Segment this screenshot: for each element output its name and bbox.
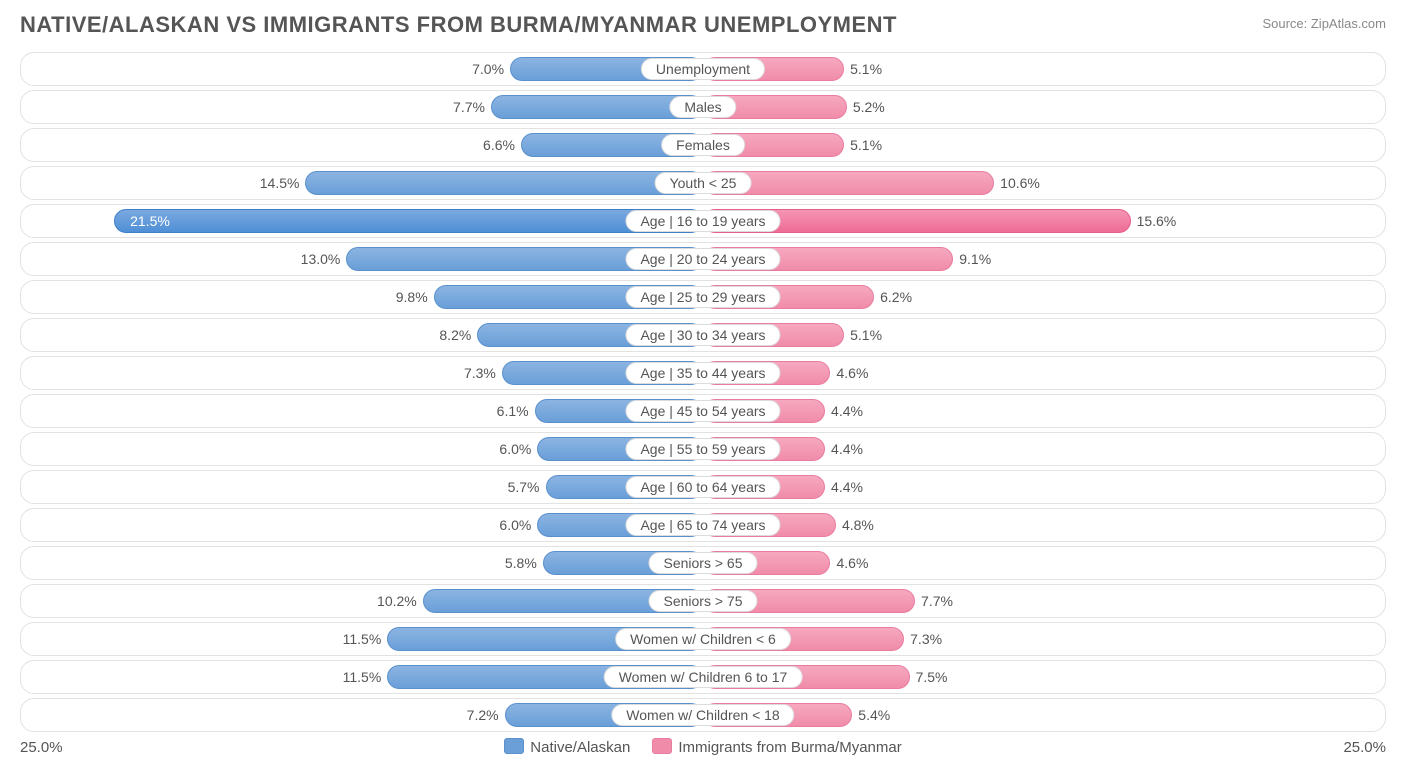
value-label-left: 14.5% — [260, 175, 300, 191]
source-prefix: Source: — [1262, 16, 1310, 31]
value-label-right: 4.4% — [831, 403, 863, 419]
category-label: Age | 20 to 24 years — [625, 248, 780, 270]
chart-row: 6.0% 4.8% Age | 65 to 74 years — [20, 508, 1386, 542]
value-label-left: 7.0% — [472, 61, 504, 77]
chart-row: 5.8% 4.6% Seniors > 65 — [20, 546, 1386, 580]
category-label: Seniors > 65 — [649, 552, 758, 574]
chart-row: 6.1% 4.4% Age | 45 to 54 years — [20, 394, 1386, 428]
chart-row: 7.0% 5.1% Unemployment — [20, 52, 1386, 86]
category-label: Women w/ Children 6 to 17 — [604, 666, 803, 688]
legend-label-left: Native/Alaskan — [530, 739, 630, 756]
value-label-right: 5.4% — [858, 707, 890, 723]
chart-row: 6.0% 4.4% Age | 55 to 59 years — [20, 432, 1386, 466]
value-label-left: 21.5% — [130, 213, 170, 229]
value-label-right: 15.6% — [1137, 213, 1177, 229]
value-label-right: 5.1% — [850, 137, 882, 153]
category-label: Females — [661, 134, 745, 156]
chart-row: 8.2% 5.1% Age | 30 to 34 years — [20, 318, 1386, 352]
category-label: Age | 60 to 64 years — [625, 476, 780, 498]
category-label: Age | 55 to 59 years — [625, 438, 780, 460]
category-label: Age | 30 to 34 years — [625, 324, 780, 346]
value-label-right: 4.4% — [831, 479, 863, 495]
axis-max-left: 25.0% — [20, 739, 63, 756]
legend-item-right: Immigrants from Burma/Myanmar — [652, 738, 901, 756]
source-name: ZipAtlas.com — [1311, 16, 1386, 31]
value-label-left: 6.0% — [499, 517, 531, 533]
value-label-left: 10.2% — [377, 593, 417, 609]
category-label: Males — [669, 96, 736, 118]
value-label-right: 7.7% — [921, 593, 953, 609]
value-label-right: 4.6% — [836, 365, 868, 381]
category-label: Youth < 25 — [655, 172, 752, 194]
value-label-right: 7.5% — [916, 669, 948, 685]
value-label-left: 7.2% — [467, 707, 499, 723]
legend: Native/Alaskan Immigrants from Burma/Mya… — [504, 738, 901, 756]
value-label-right: 4.6% — [836, 555, 868, 571]
chart-row: 11.5% 7.5% Women w/ Children 6 to 17 — [20, 660, 1386, 694]
legend-swatch-left — [504, 738, 524, 754]
category-label: Seniors > 75 — [649, 590, 758, 612]
value-label-left: 5.8% — [505, 555, 537, 571]
chart-row: 5.7% 4.4% Age | 60 to 64 years — [20, 470, 1386, 504]
category-label: Women w/ Children < 6 — [615, 628, 791, 650]
chart-row: 7.3% 4.6% Age | 35 to 44 years — [20, 356, 1386, 390]
value-label-left: 6.0% — [499, 441, 531, 457]
value-label-right: 5.1% — [850, 61, 882, 77]
value-label-right: 4.4% — [831, 441, 863, 457]
chart-row: 10.2% 7.7% Seniors > 75 — [20, 584, 1386, 618]
value-label-right: 10.6% — [1000, 175, 1040, 191]
bar-left — [114, 209, 703, 233]
category-label: Unemployment — [641, 58, 765, 80]
chart-row: 21.5% 15.6% Age | 16 to 19 years — [20, 204, 1386, 238]
value-label-right: 7.3% — [910, 631, 942, 647]
axis-max-right: 25.0% — [1343, 739, 1386, 756]
chart-row: 9.8% 6.2% Age | 25 to 29 years — [20, 280, 1386, 314]
value-label-left: 6.6% — [483, 137, 515, 153]
value-label-right: 5.2% — [853, 99, 885, 115]
value-label-left: 8.2% — [439, 327, 471, 343]
value-label-left: 11.5% — [343, 631, 382, 647]
category-label: Age | 16 to 19 years — [625, 210, 780, 232]
chart-row: 7.2% 5.4% Women w/ Children < 18 — [20, 698, 1386, 732]
value-label-left: 11.5% — [343, 669, 382, 685]
chart-row: 14.5% 10.6% Youth < 25 — [20, 166, 1386, 200]
category-label: Women w/ Children < 18 — [611, 704, 794, 726]
value-label-right: 5.1% — [850, 327, 882, 343]
value-label-left: 9.8% — [396, 289, 428, 305]
bar-left — [305, 171, 703, 195]
value-label-right: 9.1% — [959, 251, 991, 267]
category-label: Age | 25 to 29 years — [625, 286, 780, 308]
chart-row: 7.7% 5.2% Males — [20, 90, 1386, 124]
legend-item-left: Native/Alaskan — [504, 738, 630, 756]
chart-row: 11.5% 7.3% Women w/ Children < 6 — [20, 622, 1386, 656]
chart-footer: 25.0% Native/Alaskan Immigrants from Bur… — [20, 738, 1386, 756]
chart-row: 13.0% 9.1% Age | 20 to 24 years — [20, 242, 1386, 276]
chart-row: 6.6% 5.1% Females — [20, 128, 1386, 162]
legend-swatch-right — [652, 738, 672, 754]
category-label: Age | 65 to 74 years — [625, 514, 780, 536]
value-label-left: 7.7% — [453, 99, 485, 115]
category-label: Age | 35 to 44 years — [625, 362, 780, 384]
legend-label-right: Immigrants from Burma/Myanmar — [678, 739, 901, 756]
value-label-left: 5.7% — [508, 479, 540, 495]
value-label-left: 7.3% — [464, 365, 496, 381]
category-label: Age | 45 to 54 years — [625, 400, 780, 422]
value-label-left: 6.1% — [497, 403, 529, 419]
chart-title: NATIVE/ALASKAN VS IMMIGRANTS FROM BURMA/… — [20, 12, 897, 38]
diverging-bar-chart: 7.0% 5.1% Unemployment 7.7% 5.2% Males 6.6% 5.1… — [20, 52, 1386, 732]
source-attribution: Source: ZipAtlas.com — [1262, 16, 1386, 31]
header: NATIVE/ALASKAN VS IMMIGRANTS FROM BURMA/… — [20, 12, 1386, 38]
value-label-right: 6.2% — [880, 289, 912, 305]
value-label-left: 13.0% — [301, 251, 341, 267]
value-label-right: 4.8% — [842, 517, 874, 533]
